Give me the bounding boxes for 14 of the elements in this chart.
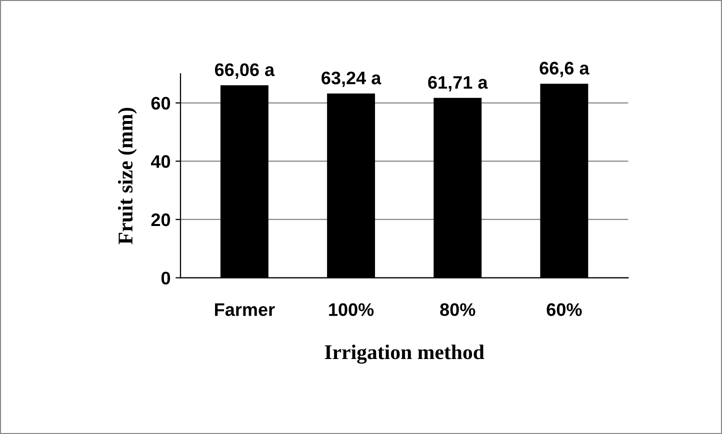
y-tick-label: 20 (151, 213, 170, 226)
y-tick-label: 40 (150, 155, 170, 168)
y-tick-label: 60 (151, 96, 170, 110)
y-tick-label: 0 (161, 272, 170, 284)
data-label: 66,06 a (214, 63, 275, 79)
data-label: 63,24 a (322, 72, 382, 87)
x-tick-label: Farmer (215, 303, 275, 316)
x-axis-title: Irrigation method (324, 344, 484, 364)
x-tick-label: 100% (329, 303, 374, 316)
data-label: 61,71 a (428, 76, 488, 92)
data-label: 66,6 a (540, 62, 590, 78)
x-tick-label: 60% (546, 303, 582, 316)
y-axis-title: Fruit size (mm) (118, 108, 137, 244)
x-tick-label: 80% (440, 303, 476, 316)
